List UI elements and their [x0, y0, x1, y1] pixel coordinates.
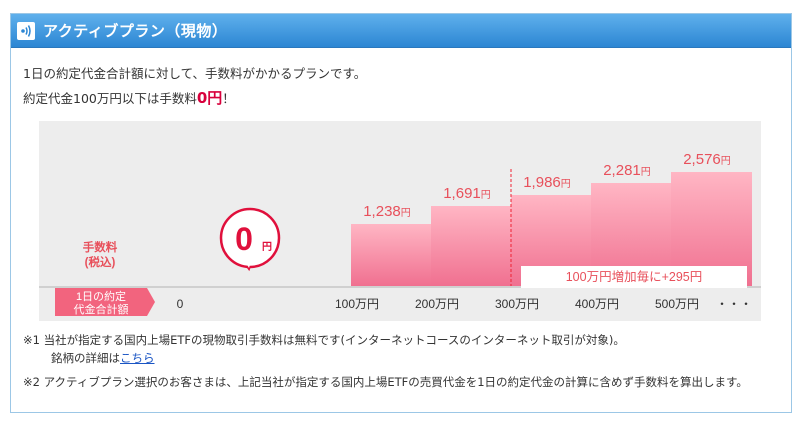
bar-value-label-3: 1,986円: [523, 174, 571, 191]
zero-badge-unit: 円: [262, 241, 272, 253]
bar-2: [431, 206, 512, 286]
y-axis-label-line-1: 手数料: [83, 240, 118, 254]
zero-fee-badge: 0 円: [219, 207, 281, 272]
bar-value-label-4: 2,281円: [603, 162, 651, 179]
x-tick-label-1: 100万円: [335, 297, 379, 311]
note-1: ※1 当社が指定する国内上場ETFの現物取引手数料は無料です(インターネットコー…: [23, 333, 625, 347]
bar-value-label-5: 2,576円: [683, 151, 731, 168]
note-1-detail: 銘柄の詳細はこちら: [51, 350, 155, 366]
note-1-detail-prefix: 銘柄の詳細は: [51, 351, 120, 365]
zero-badge-number: 0: [235, 221, 253, 257]
intro-line-2-prefix: 約定代金100万円以下は手数料: [23, 91, 197, 106]
x-axis-line: [39, 286, 761, 288]
x-axis-label-box: [55, 288, 155, 316]
panel-title: アクティブプラン（現物）: [43, 22, 228, 40]
x-tick-label-2: 200万円: [415, 297, 459, 311]
intro-line-2: 約定代金100万円以下は手数料0円！: [23, 89, 235, 108]
x-axis-label-line-1: 1日の約定: [76, 289, 126, 303]
x-tick-label-5: 500万円: [655, 297, 699, 311]
signal-icon: [17, 22, 35, 40]
x-tick-label-4: 400万円: [575, 297, 619, 311]
fee-chart-svg: 手数料 (税込) 1日の約定 代金合計額 0 0 円 1,238円 1,691円 1…: [39, 151, 761, 316]
panel-header: アクティブプラン（現物）: [11, 14, 791, 48]
active-plan-panel: アクティブプラン（現物） 1日の約定代金合計額に対して、手数料がかかるプランです…: [10, 13, 792, 413]
increment-note: 100万円増加毎に+295円: [566, 269, 703, 284]
note-2: ※2 アクティブプラン選択のお客さまは、上記当社が指定する国内上場ETFの売買代…: [23, 375, 748, 389]
y-axis-label-line-2: (税込): [85, 255, 116, 269]
origin-label: 0: [177, 297, 184, 311]
bar-value-label-2: 1,691円: [443, 185, 491, 202]
intro-line-2-suffix: ！: [222, 91, 235, 106]
x-axis-label-line-2: 代金合計額: [74, 302, 129, 316]
axis-trailer: ・・・: [716, 297, 752, 311]
fee-chart: 手数料 (税込) 1日の約定 代金合計額 0 0 円 1,238円 1,691円 1…: [39, 121, 761, 321]
bar-value-label-1: 1,238円: [363, 203, 411, 220]
details-link[interactable]: こちら: [120, 351, 155, 365]
increment-note-box: [521, 266, 747, 288]
x-tick-label-3: 300万円: [495, 297, 539, 311]
intro-line-1: 1日の約定代金合計額に対して、手数料がかかるプランです。: [23, 66, 367, 81]
bar-1: [351, 224, 432, 286]
zero-yen-highlight: 0円: [196, 89, 223, 107]
